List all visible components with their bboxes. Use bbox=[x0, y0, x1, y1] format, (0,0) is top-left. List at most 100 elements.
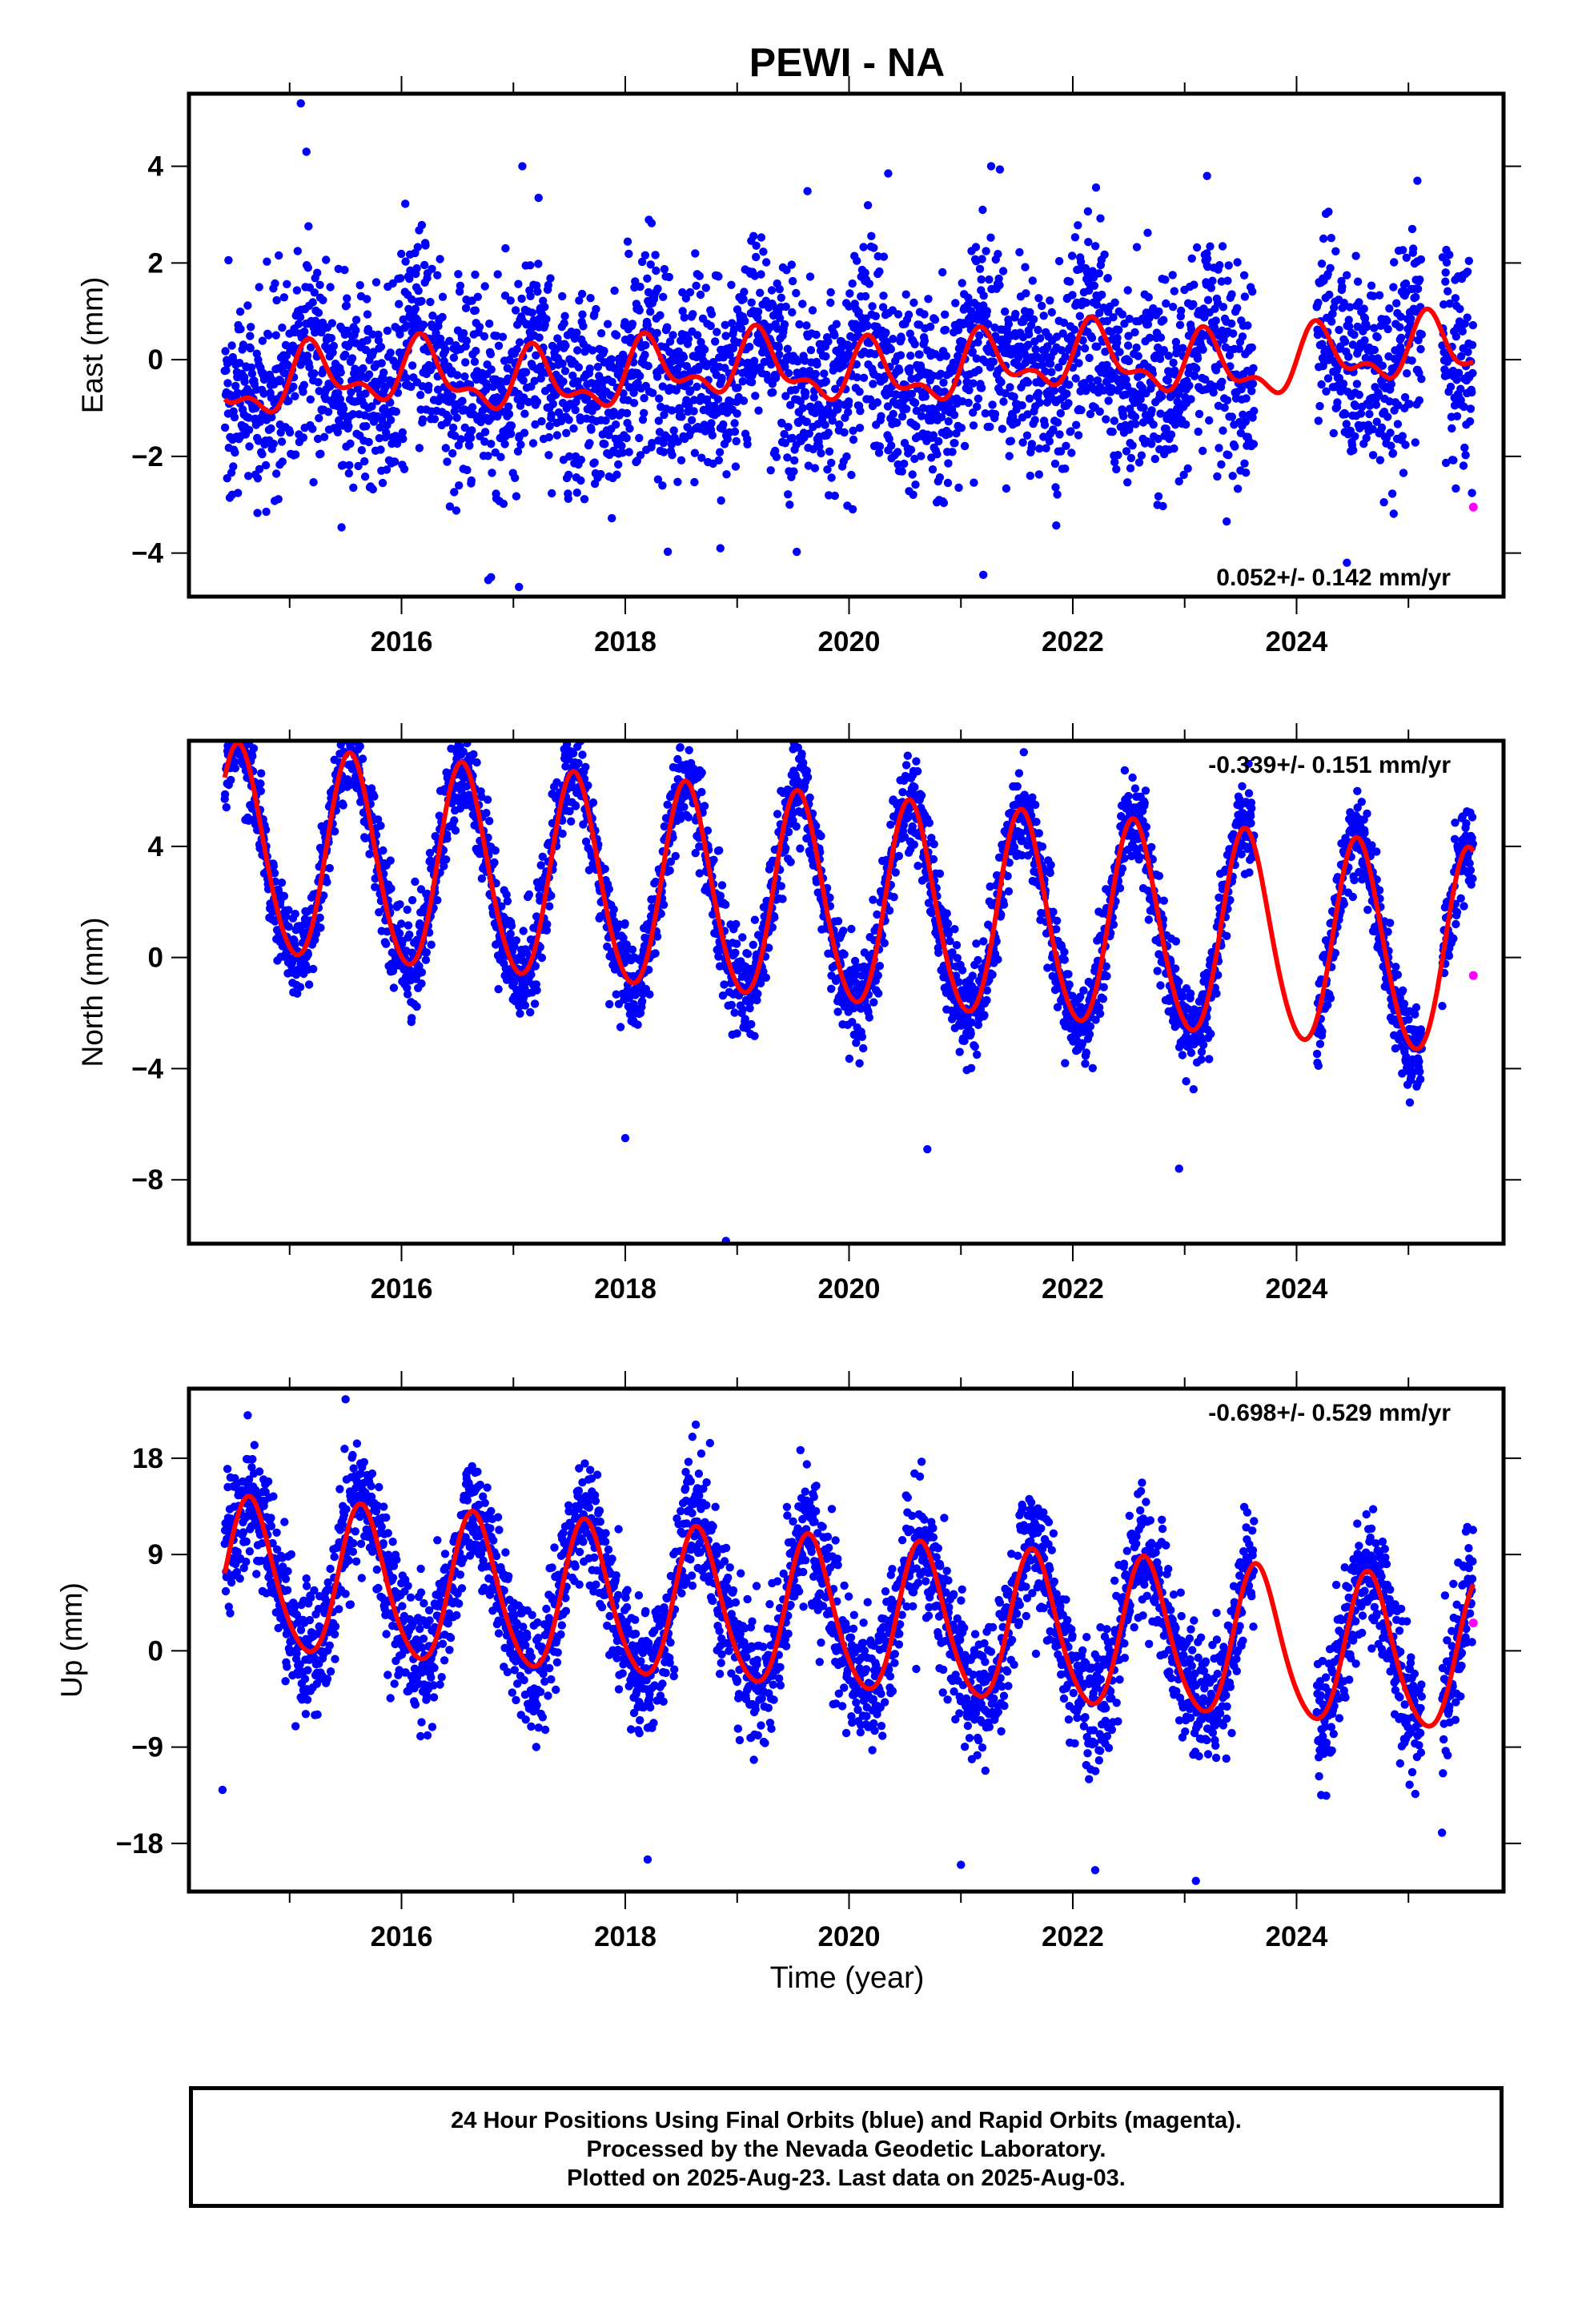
data-point bbox=[965, 386, 974, 395]
data-point bbox=[802, 321, 811, 330]
data-point bbox=[711, 337, 720, 346]
data-point bbox=[1218, 242, 1227, 251]
data-point bbox=[517, 294, 526, 304]
data-point bbox=[1074, 221, 1082, 230]
data-point bbox=[521, 368, 531, 376]
data-point bbox=[540, 303, 549, 312]
data-point bbox=[964, 398, 973, 408]
data-point bbox=[1201, 375, 1210, 384]
data-point bbox=[775, 284, 784, 294]
data-point bbox=[1390, 258, 1399, 267]
data-point bbox=[802, 417, 811, 426]
data-point bbox=[278, 324, 287, 332]
data-point bbox=[499, 499, 508, 509]
data-point bbox=[665, 866, 674, 875]
data-point bbox=[1327, 317, 1336, 326]
data-point bbox=[579, 322, 588, 331]
data-point bbox=[472, 347, 480, 356]
data-point bbox=[468, 426, 476, 435]
data-point bbox=[975, 331, 984, 340]
data-point bbox=[278, 457, 287, 466]
data-point bbox=[893, 448, 902, 456]
data-point bbox=[1208, 276, 1217, 285]
data-point bbox=[757, 270, 765, 279]
data-point bbox=[990, 409, 1000, 419]
data-point bbox=[1006, 383, 1014, 392]
data-point bbox=[659, 900, 669, 910]
data-point bbox=[1124, 332, 1133, 340]
data-point bbox=[945, 429, 954, 438]
data-point bbox=[1068, 291, 1077, 300]
data-point bbox=[1446, 382, 1456, 392]
data-point bbox=[1178, 344, 1187, 352]
data-point bbox=[1466, 404, 1476, 413]
data-point bbox=[730, 1008, 739, 1017]
data-point bbox=[1199, 345, 1207, 354]
data-point bbox=[498, 332, 508, 341]
data-point bbox=[438, 312, 447, 322]
data-point bbox=[623, 237, 632, 246]
data-point bbox=[1087, 333, 1097, 343]
data-point bbox=[1018, 438, 1027, 447]
data-point bbox=[358, 754, 367, 763]
data-point bbox=[1038, 301, 1046, 311]
data-point bbox=[430, 415, 440, 424]
data-point bbox=[234, 716, 242, 724]
data-point bbox=[897, 412, 907, 421]
data-point bbox=[355, 742, 364, 751]
data-point bbox=[1034, 388, 1043, 397]
data-point bbox=[223, 359, 232, 368]
data-point bbox=[1051, 483, 1060, 492]
data-point bbox=[562, 428, 571, 437]
data-point bbox=[1463, 267, 1472, 276]
data-point bbox=[943, 478, 953, 488]
data-point bbox=[302, 147, 311, 156]
data-point bbox=[1139, 403, 1148, 412]
data-point bbox=[1227, 319, 1236, 328]
data-point bbox=[325, 863, 334, 873]
data-point bbox=[1010, 392, 1018, 401]
data-point bbox=[222, 802, 231, 812]
data-point bbox=[970, 478, 978, 487]
data-point bbox=[224, 255, 233, 265]
data-point bbox=[781, 439, 789, 448]
data-point bbox=[982, 307, 992, 316]
data-point bbox=[785, 501, 794, 509]
x-tick-label: 2020 bbox=[818, 626, 881, 657]
data-point bbox=[717, 496, 725, 505]
data-point bbox=[291, 392, 299, 400]
data-point bbox=[277, 879, 287, 887]
data-point bbox=[305, 363, 314, 372]
data-point bbox=[239, 722, 247, 730]
data-point bbox=[1093, 376, 1102, 385]
data-point bbox=[403, 321, 412, 330]
data-point bbox=[267, 424, 275, 433]
data-point bbox=[897, 334, 906, 344]
data-point bbox=[612, 331, 621, 340]
data-point bbox=[692, 281, 701, 290]
data-point bbox=[609, 905, 618, 914]
data-point bbox=[788, 433, 797, 443]
data-point bbox=[590, 458, 599, 467]
data-point bbox=[1451, 294, 1460, 303]
data-point bbox=[1053, 418, 1062, 427]
data-point bbox=[1456, 304, 1464, 313]
data-point bbox=[315, 280, 324, 289]
data-point bbox=[1464, 348, 1472, 356]
data-point bbox=[1362, 323, 1371, 332]
data-point bbox=[669, 331, 677, 340]
data-point bbox=[271, 331, 280, 340]
data-point bbox=[954, 483, 963, 493]
data-point bbox=[585, 364, 594, 373]
data-point bbox=[743, 440, 752, 448]
data-point bbox=[520, 428, 529, 437]
data-point bbox=[1102, 415, 1110, 424]
data-point bbox=[1035, 334, 1045, 343]
data-point bbox=[600, 440, 609, 448]
data-point bbox=[436, 255, 444, 263]
data-point bbox=[1449, 456, 1458, 464]
data-point bbox=[1386, 428, 1395, 437]
data-point bbox=[308, 424, 317, 433]
data-point bbox=[677, 336, 685, 345]
